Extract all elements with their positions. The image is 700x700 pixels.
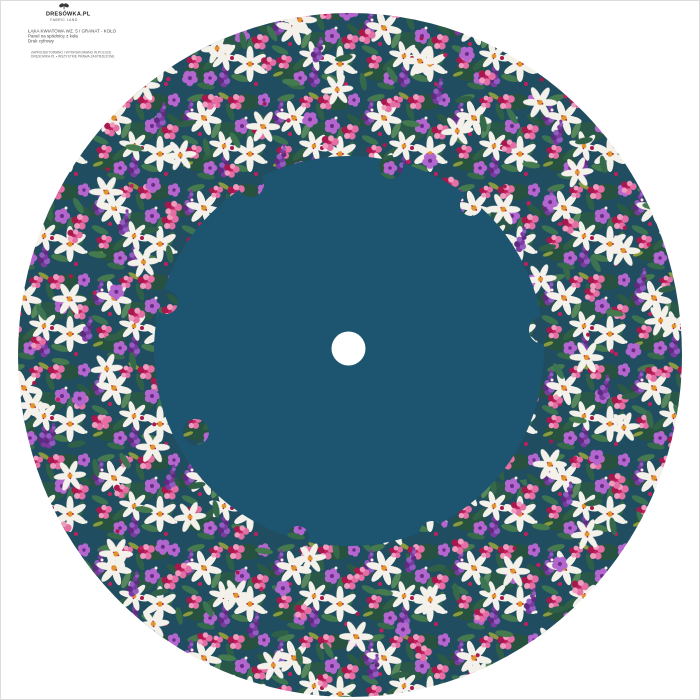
product-info: ŁĄKA KWIATOWA WZ. 5 / GRANAT - KOŁO Pane… (28, 29, 178, 44)
fine-print-line: ZAPROJEKTOWANO I WYDRUKOWANO W POLSCE (31, 51, 112, 55)
brand-header: DRESÓWKA.PL FABRIC LAND ŁĄKA KWIATOWA WZ… (28, 2, 178, 59)
inner-edge-blooms (154, 155, 557, 548)
butterfly-icon (59, 3, 69, 10)
product-name-line: ŁĄKA KWIATOWA WZ. 5 / GRANAT - KOŁO (28, 28, 117, 34)
brand-block: DRESÓWKA.PL FABRIC LAND (28, 2, 100, 23)
product-print-line: Druk cyfrowy (28, 38, 54, 44)
center-hole (331, 331, 366, 366)
fine-print-line: DRESOWKA.PL • WSZYSTKIE PRAWA ZASTRZEŻON… (31, 55, 115, 59)
product-type-line: Panel na spódnicę z koła (28, 33, 78, 39)
fine-print: ZAPROJEKTOWANO I WYDRUKOWANO W POLSCE DR… (31, 51, 178, 59)
brand-name: DRESÓWKA.PL (46, 11, 91, 17)
brand-tagline: FABRIC LAND (50, 18, 78, 22)
